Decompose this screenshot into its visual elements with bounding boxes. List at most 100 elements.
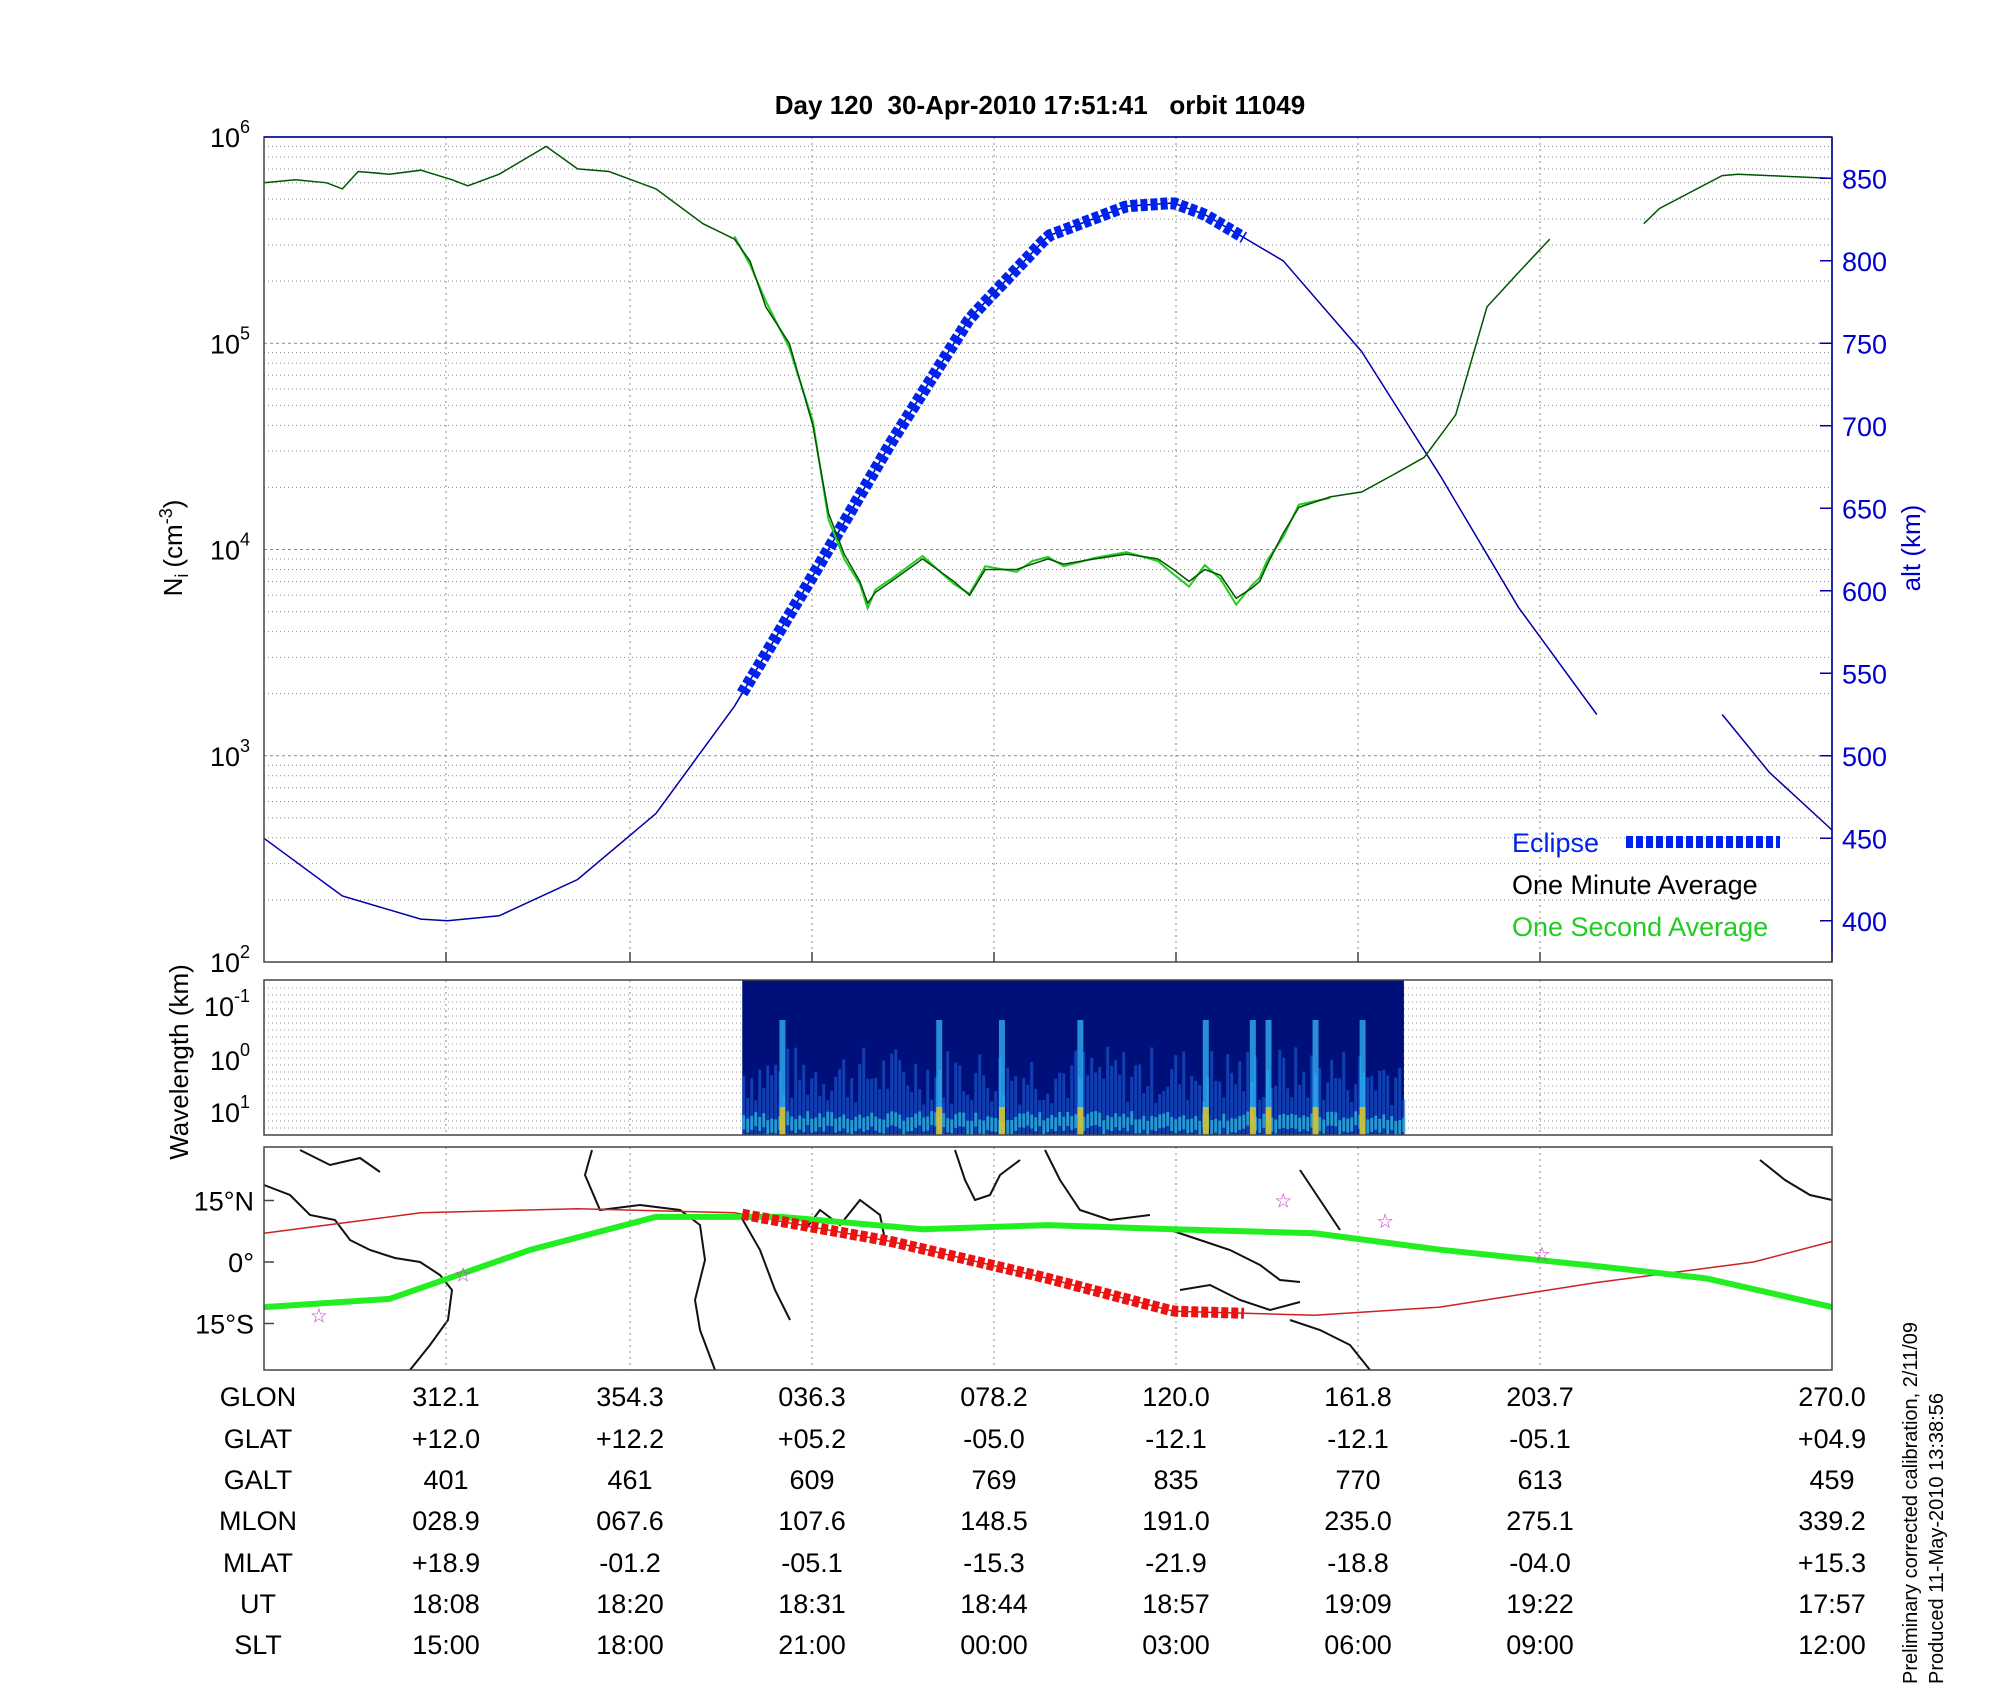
- spectrogram-tick-label: 10-1: [204, 986, 250, 1022]
- spectrogram-peak: [1265, 1107, 1272, 1135]
- spectrogram-low-band: [1018, 1113, 1022, 1128]
- table-cell: -04.0: [1509, 1548, 1571, 1578]
- spectrogram-column: [1326, 1082, 1330, 1135]
- y2-tick-label: 500: [1842, 742, 1887, 772]
- spectrogram-low-band: [982, 1120, 986, 1135]
- spectrogram-column: [1282, 1057, 1286, 1135]
- table-cell: 19:09: [1324, 1589, 1392, 1619]
- spectrogram-low-band: [1382, 1114, 1386, 1129]
- spectrogram-low-band: [1158, 1114, 1162, 1129]
- spectrogram-column: [878, 1089, 882, 1135]
- spectrogram-column: [1278, 1049, 1282, 1135]
- table-cell: 06:00: [1324, 1630, 1392, 1660]
- spectrogram-column: [954, 1062, 958, 1135]
- spectrogram-axes: [263, 979, 1833, 1136]
- spectrogram-low-band: [1150, 1115, 1154, 1130]
- spectrogram-low-band: [1342, 1117, 1346, 1132]
- spectrogram-low-band: [1226, 1120, 1230, 1135]
- spectrogram-low-band: [1218, 1120, 1222, 1135]
- spectrogram-low-band: [790, 1116, 794, 1131]
- spectrogram-low-band: [978, 1119, 982, 1134]
- spectrogram-column: [1366, 1077, 1370, 1135]
- spectrogram-column: [1110, 1065, 1114, 1135]
- station-star-icon: ☆: [1274, 1191, 1292, 1213]
- spectrogram-column: [838, 1068, 842, 1135]
- spectrogram-column: [842, 1059, 846, 1135]
- spectrogram-low-band: [1306, 1117, 1310, 1132]
- table-cell: 235.0: [1324, 1506, 1392, 1536]
- table-cell: +04.9: [1797, 1424, 1867, 1454]
- spectrogram-low-band: [958, 1112, 962, 1127]
- spectrogram-low-band: [1038, 1112, 1042, 1127]
- spectrogram-column: [1294, 1047, 1298, 1135]
- map-vertical-grid: [445, 1147, 1541, 1370]
- spectrogram-column: [746, 1098, 750, 1135]
- spectrogram-column: [822, 1083, 826, 1135]
- tick-base: 10: [210, 536, 240, 566]
- spectrogram-column: [982, 1075, 986, 1135]
- table-cell: 12:00: [1798, 1630, 1866, 1660]
- spectrogram-column: [1298, 1084, 1302, 1135]
- table-cell: 18:44: [960, 1589, 1028, 1619]
- spectrogram-column: [1118, 1074, 1122, 1135]
- spectrogram-column: [1242, 1091, 1246, 1135]
- table-cell: 036.3: [778, 1382, 846, 1412]
- table-cell: 09:00: [1506, 1630, 1574, 1660]
- table-cell: 078.2: [960, 1382, 1028, 1412]
- tick-exponent: 3: [240, 736, 250, 756]
- spectrogram-column: [1178, 1084, 1182, 1135]
- spectrogram-low-band: [906, 1117, 910, 1132]
- spectrogram-low-band: [1062, 1116, 1066, 1131]
- spectrogram-low-band: [1234, 1118, 1238, 1133]
- altitude-y-axis-label: alt (km): [1896, 505, 1926, 592]
- y-tick-label: 103: [210, 736, 250, 772]
- spectrogram-bright-band: [779, 1020, 786, 1135]
- spectrogram-low-band: [802, 1118, 806, 1133]
- spectrogram-column: [1106, 1046, 1110, 1135]
- table-cell: 028.9: [412, 1506, 480, 1536]
- y2-tick-label: 400: [1842, 907, 1887, 937]
- spectrogram-column: [1006, 1067, 1010, 1135]
- spectrogram-column: [1010, 1080, 1014, 1135]
- spectrogram-low-band: [1298, 1117, 1302, 1132]
- density-grid: [264, 145, 1832, 963]
- spectrogram-low-band: [786, 1111, 790, 1126]
- spectrogram-column: [974, 1072, 978, 1135]
- spectrogram-low-band: [750, 1115, 754, 1130]
- spectrogram-peak: [1359, 1107, 1366, 1135]
- table-row-label: GALT: [223, 1465, 293, 1495]
- spectrogram-low-band: [1210, 1119, 1214, 1134]
- ylabel-unit: (cm: [158, 524, 188, 567]
- spectrogram-low-band: [894, 1112, 898, 1127]
- spectrogram-column: [1342, 1051, 1346, 1135]
- spectrogram-low-band: [874, 1116, 878, 1131]
- spectrogram-column: [1082, 1051, 1086, 1135]
- spectrogram-low-band: [1122, 1113, 1126, 1128]
- spectrogram-column: [978, 1054, 982, 1135]
- spectrogram-low-band: [1238, 1116, 1242, 1131]
- spectrogram-column: [1214, 1080, 1218, 1135]
- spectrogram-low-band: [1286, 1115, 1290, 1130]
- spectrogram-peak: [936, 1107, 943, 1135]
- coastline: [954, 1149, 1021, 1202]
- y2-tick-label: 850: [1842, 164, 1887, 194]
- table-cell: 107.6: [778, 1506, 846, 1536]
- table-cell: 312.1: [412, 1382, 480, 1412]
- spectrogram-low-band: [1166, 1111, 1170, 1126]
- spectrogram-column: [846, 1096, 850, 1135]
- table-cell: -05.0: [963, 1424, 1025, 1454]
- spectrogram-column: [1274, 1085, 1278, 1135]
- spectrogram-low-band: [1058, 1111, 1062, 1126]
- produced-note: Produced 11-May-2010 13:38:56: [1926, 1393, 1948, 1684]
- spectrogram-column: [1034, 1088, 1038, 1135]
- spectrogram-low-band: [1010, 1119, 1014, 1134]
- y2-tick-label: 450: [1842, 824, 1887, 854]
- table-cell: +18.9: [411, 1548, 481, 1578]
- spectrogram-column: [770, 1075, 774, 1135]
- map-background: [264, 1147, 1832, 1370]
- y-tick-label: 102: [210, 942, 250, 978]
- table-row-label: MLON: [218, 1506, 297, 1536]
- spectrogram-tick-label: 100: [210, 1040, 250, 1076]
- spectrogram-peak: [779, 1107, 786, 1135]
- spectrogram-low-band: [1090, 1111, 1094, 1126]
